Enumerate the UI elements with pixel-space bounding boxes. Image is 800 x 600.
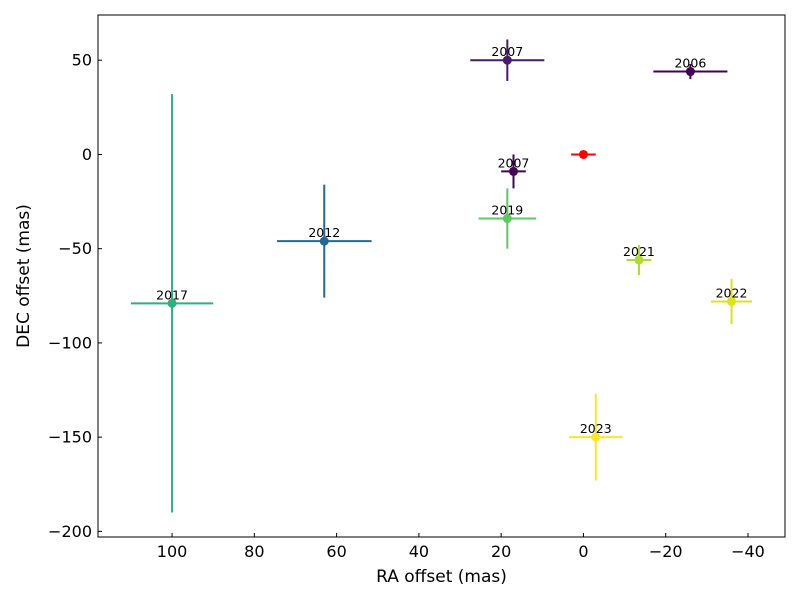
data-point-label: 2017 xyxy=(156,287,188,302)
data-point-2019: 2019 xyxy=(478,188,537,249)
x-tick-label: 80 xyxy=(244,542,264,561)
data-point-label: 2023 xyxy=(580,421,612,436)
data-point-2006: 2006 xyxy=(653,56,728,80)
data-point-marker xyxy=(167,298,177,308)
y-tick-label: −150 xyxy=(48,428,92,447)
x-tick-label: −40 xyxy=(731,542,765,561)
axis-ticks: 100 80 60 40 20 0 −20 −40 50 0 −50 −100 −150 −200 xyxy=(48,51,765,561)
data-point-label: 2012 xyxy=(308,225,340,240)
plot-frame xyxy=(97,14,786,538)
x-tick-label: 100 xyxy=(157,542,188,561)
data-point-2007: 2007 xyxy=(498,154,530,189)
data-point-2023: 2023 xyxy=(569,393,623,481)
data-point-label: 2006 xyxy=(674,56,706,71)
x-tick-label: 20 xyxy=(491,542,511,561)
data-point-marker xyxy=(727,296,737,306)
y-tick-label: 0 xyxy=(82,145,92,164)
data-point-label: 2021 xyxy=(623,244,655,259)
data-point-marker xyxy=(685,67,695,77)
data-point-marker xyxy=(591,432,601,442)
data-point-marker xyxy=(508,166,518,176)
data-point-marker xyxy=(502,214,512,224)
data-point-label: 2007 xyxy=(498,155,530,170)
data-point-label: 2019 xyxy=(491,203,523,218)
x-axis-label: RA offset (mas) xyxy=(376,567,507,587)
y-tick-label: −50 xyxy=(58,239,92,258)
data-series: 2006 2007 2007 2012 2017 2019 2021 2022 2023 xyxy=(130,39,753,513)
data-point-2012: 2012 xyxy=(276,184,372,298)
data-point-marker xyxy=(578,149,588,159)
x-tick-label: 60 xyxy=(326,542,346,561)
data-point-2022: 2022 xyxy=(710,278,753,325)
data-point-2017: 2017 xyxy=(130,94,214,513)
x-tick-label: 40 xyxy=(409,542,429,561)
reference-point xyxy=(571,149,596,159)
y-tick-label: −100 xyxy=(48,333,92,352)
data-point-marker xyxy=(502,55,512,65)
x-tick-label: 0 xyxy=(578,542,588,561)
data-point-label: 2007 xyxy=(491,44,523,59)
x-tick-label: −20 xyxy=(649,542,683,561)
y-tick-label: −200 xyxy=(48,522,92,541)
data-point-marker xyxy=(634,255,644,265)
data-point-2021: 2021 xyxy=(623,244,655,276)
data-point-label: 2022 xyxy=(716,285,748,300)
data-point-marker xyxy=(319,236,329,246)
y-axis-label: DEC offset (mas) xyxy=(14,204,34,348)
y-tick-label: 50 xyxy=(72,51,92,70)
data-point-2007: 2007 xyxy=(470,39,545,81)
